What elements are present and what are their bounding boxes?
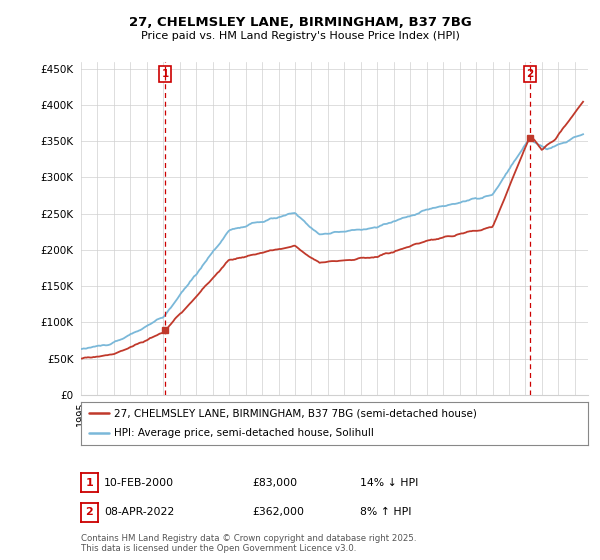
Text: Contains HM Land Registry data © Crown copyright and database right 2025.
This d: Contains HM Land Registry data © Crown c… (81, 534, 416, 553)
Text: 1: 1 (86, 478, 93, 488)
Text: 27, CHELMSLEY LANE, BIRMINGHAM, B37 7BG: 27, CHELMSLEY LANE, BIRMINGHAM, B37 7BG (128, 16, 472, 29)
Text: £362,000: £362,000 (252, 507, 304, 517)
Text: 14% ↓ HPI: 14% ↓ HPI (360, 478, 418, 488)
Text: Price paid vs. HM Land Registry's House Price Index (HPI): Price paid vs. HM Land Registry's House … (140, 31, 460, 41)
Text: £83,000: £83,000 (252, 478, 297, 488)
Text: 10-FEB-2000: 10-FEB-2000 (104, 478, 174, 488)
Text: 1: 1 (161, 69, 169, 79)
Text: 2: 2 (86, 507, 93, 517)
Text: 8% ↑ HPI: 8% ↑ HPI (360, 507, 412, 517)
Text: 27, CHELMSLEY LANE, BIRMINGHAM, B37 7BG (semi-detached house): 27, CHELMSLEY LANE, BIRMINGHAM, B37 7BG … (114, 408, 477, 418)
Text: HPI: Average price, semi-detached house, Solihull: HPI: Average price, semi-detached house,… (114, 428, 374, 438)
Text: 2: 2 (526, 69, 533, 79)
Text: 08-APR-2022: 08-APR-2022 (104, 507, 174, 517)
